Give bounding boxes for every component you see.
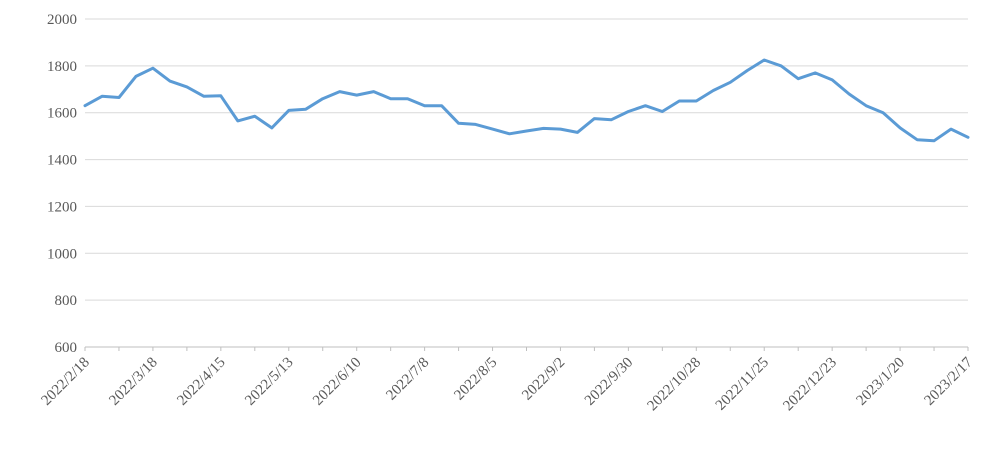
y-tick-label: 1800 — [47, 59, 77, 75]
x-tick-label: 2022/6/10 — [310, 355, 364, 409]
x-tick-label: 2022/9/2 — [519, 355, 568, 404]
y-tick-label: 600 — [55, 340, 78, 356]
x-tick-label: 2022/8/5 — [451, 355, 500, 404]
x-tick-label: 2022/9/30 — [582, 355, 636, 409]
y-axis: 2000 1800 1600 1400 1200 1000 800 600 — [47, 12, 77, 356]
y-tick-label: 2000 — [47, 12, 77, 28]
y-tick-label: 1400 — [47, 153, 77, 169]
x-tick-label: 2022/12/23 — [780, 355, 840, 415]
y-tick-label: 1600 — [47, 106, 77, 122]
x-tick-label: 2023/2/17 — [921, 354, 976, 409]
x-tick-label: 2022/5/13 — [242, 355, 296, 409]
x-tick-label: 2022/11/25 — [713, 355, 772, 414]
x-axis: 2022/2/18 2022/3/18 2022/4/15 2022/5/13 2022… — [38, 346, 976, 415]
gridlines — [85, 18, 968, 301]
x-tick-label: 2022/7/8 — [383, 355, 432, 404]
series-line — [83, 58, 970, 143]
x-tick-label: 2023/1/20 — [854, 355, 908, 409]
y-tick-label: 1200 — [47, 199, 77, 215]
x-tick-label: 2022/3/18 — [106, 355, 160, 409]
series-group — [83, 58, 970, 143]
x-tick-label: 2022/10/28 — [644, 355, 704, 415]
x-tick-label: 2022/4/15 — [174, 355, 228, 409]
y-tick-label: 800 — [55, 293, 78, 309]
x-tick-label: 2022/2/18 — [38, 355, 92, 409]
y-tick-label: 1000 — [47, 246, 77, 262]
